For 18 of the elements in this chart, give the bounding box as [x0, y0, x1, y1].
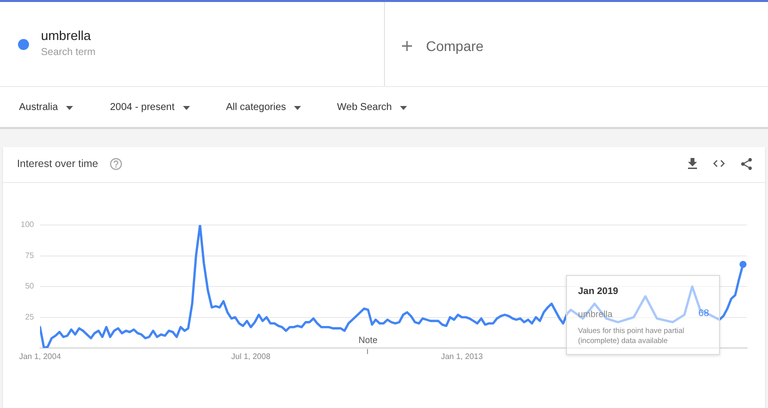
x-tick-label: Jul 1, 2008: [231, 352, 271, 362]
text: Compare: [426, 37, 484, 55]
y-tick-label: 100: [20, 220, 35, 230]
legend-label: umbrella: [41, 28, 91, 44]
y-tick-label: 75: [25, 250, 35, 260]
text: Web Search: [337, 102, 392, 113]
y-tick-label: 50: [25, 282, 35, 291]
chart-title: Interest over time: [17, 157, 98, 171]
text: 2004 - present: [110, 102, 174, 113]
annotation: Note: [358, 335, 378, 346]
text: Australia: [19, 102, 58, 113]
text: All categories: [226, 102, 286, 113]
annotation: 68: [698, 308, 709, 320]
x-tick-label: Jan 1, 2013: [440, 352, 484, 362]
x-tick-label: Jan 1, 2004: [19, 352, 62, 362]
annotation: Jan 2019: [578, 286, 618, 298]
y-tick-label: 25: [25, 312, 35, 322]
text: Search term: [41, 47, 96, 59]
